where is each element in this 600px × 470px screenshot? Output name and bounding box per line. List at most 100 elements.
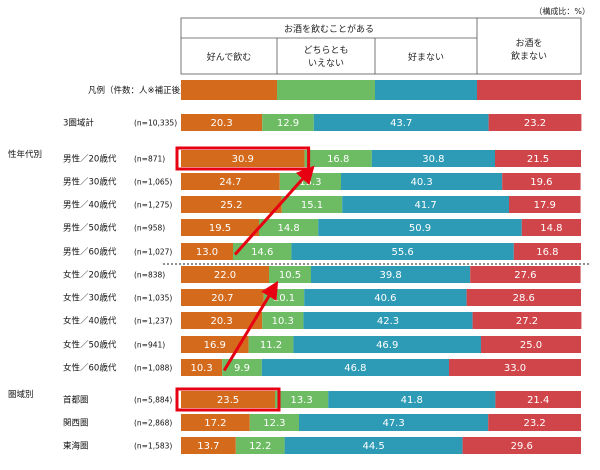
data-label: 10.3	[272, 316, 294, 327]
data-label: 27.6	[514, 270, 536, 281]
data-label: 17.2	[204, 418, 226, 429]
bar-segment-like	[181, 173, 280, 190]
bar-segment-like	[181, 437, 236, 454]
row-label: 女性／40歳代	[63, 316, 117, 327]
data-label: 14.8	[540, 223, 562, 234]
row-n: (n=2,868)	[134, 419, 172, 428]
bar-segment-nodrink	[472, 312, 582, 329]
bar-segment-like	[181, 359, 223, 376]
row-label: 男性／40歳代	[63, 200, 117, 211]
data-label: 14.8	[277, 223, 299, 234]
data-label: 27.2	[516, 316, 538, 327]
bar-segment-dislike	[311, 266, 471, 283]
bar-segment-nodrink	[509, 196, 581, 213]
data-label: 13.3	[290, 395, 312, 406]
unit-note: （構成比：%）	[534, 6, 590, 16]
data-label: 41.7	[414, 200, 436, 211]
row-n: (n=5,884)	[134, 396, 172, 405]
bar-segment-neutral	[262, 114, 314, 131]
data-label: 50.9	[409, 223, 431, 234]
row-n: (n=1,275)	[134, 201, 172, 210]
header-col-neutral-line1: どちらとも	[303, 45, 348, 56]
data-label: 14.6	[251, 247, 273, 258]
row-n: (n=10,335)	[134, 119, 177, 128]
data-label: 42.3	[377, 316, 399, 327]
bar-segment-like	[181, 266, 269, 283]
bar-segment-dislike	[371, 150, 495, 167]
data-label: 10.5	[279, 270, 301, 281]
bar-segment-like	[181, 114, 263, 131]
bar-segment-like	[181, 312, 263, 329]
bar-segment-like	[181, 289, 264, 306]
data-label: 13.0	[196, 247, 218, 258]
data-label: 12.2	[249, 441, 271, 452]
header-col-like: 好んで飲む	[207, 51, 252, 63]
data-label: 40.3	[410, 177, 432, 188]
data-label: 47.3	[382, 418, 404, 429]
data-label: 23.2	[524, 118, 546, 129]
data-label: 55.6	[391, 247, 413, 258]
row-label: 3圏域計	[63, 118, 94, 129]
data-label: 25.2	[220, 200, 242, 211]
data-label: 21.5	[527, 154, 549, 165]
data-label: 11.2	[260, 340, 282, 351]
data-label: 21.4	[527, 395, 549, 406]
row-n: (n=1,088)	[134, 364, 172, 373]
data-label: 22.0	[214, 270, 236, 281]
row-n: (n=1,065)	[134, 178, 172, 187]
bar-segment-dislike	[284, 437, 463, 454]
row-n: (n=1,035)	[134, 294, 172, 303]
row-label: 東海圏	[63, 441, 89, 452]
data-label: 19.6	[530, 177, 552, 188]
row-n: (n=1,237)	[134, 317, 172, 326]
row-n: (n=1,027)	[134, 248, 172, 257]
row-label: 男性／20歳代	[63, 154, 117, 165]
bar-segment-neutral	[233, 243, 292, 260]
bar-segment-neutral	[304, 150, 372, 167]
row-n: (n=838)	[134, 271, 165, 280]
data-label: 20.3	[210, 118, 232, 129]
header-group-title: お酒を飲むことがある	[284, 23, 374, 35]
bar-segment-neutral	[262, 312, 304, 329]
data-label: 29.6	[511, 441, 533, 452]
bar-segment-neutral	[248, 336, 294, 353]
bar-segment-nodrink	[488, 414, 581, 431]
bar-segment-like	[181, 219, 259, 236]
bar-segment-dislike	[303, 312, 473, 329]
bar-segment-dislike	[342, 196, 509, 213]
data-label: 30.9	[232, 154, 254, 165]
bar-segment-nodrink	[502, 173, 581, 190]
data-label: 20.3	[210, 316, 232, 327]
data-label: 40.6	[374, 293, 396, 304]
data-label: 24.7	[219, 177, 241, 188]
row-n: (n=958)	[134, 224, 165, 233]
bar-segment-nodrink	[488, 114, 582, 131]
bar-segment-dislike	[293, 336, 481, 353]
bar-segment-like	[181, 150, 305, 167]
row-label: 関西圏	[63, 419, 89, 429]
data-label: 9.9	[234, 363, 250, 374]
data-label: 12.3	[263, 418, 285, 429]
header-col-nodrink-line1: お酒を	[515, 38, 542, 49]
header-col-dislike: 好まない	[408, 51, 444, 63]
bar-segment-nodrink	[449, 359, 581, 376]
data-label: 16.9	[204, 340, 226, 351]
data-label: 19.5	[209, 223, 231, 234]
bar-segment-neutral	[281, 196, 343, 213]
bar-segment-neutral	[249, 414, 299, 431]
data-label: 33.0	[504, 363, 526, 374]
bar-segment-like	[181, 196, 282, 213]
bar-segment-dislike	[328, 391, 496, 408]
bar-segment-nodrink	[462, 437, 581, 454]
data-label: 13.7	[197, 441, 219, 452]
bar-segment-dislike	[299, 414, 489, 431]
row-label: 男性／30歳代	[63, 177, 117, 188]
bar-segment-neutral	[269, 266, 311, 283]
data-label: 43.7	[390, 118, 412, 129]
row-label: 女性／50歳代	[63, 340, 117, 351]
bar-segment-nodrink	[495, 150, 581, 167]
bar-segment-nodrink	[481, 336, 581, 353]
bar-segment-nodrink	[470, 266, 581, 283]
trend-arrow	[222, 280, 279, 372]
